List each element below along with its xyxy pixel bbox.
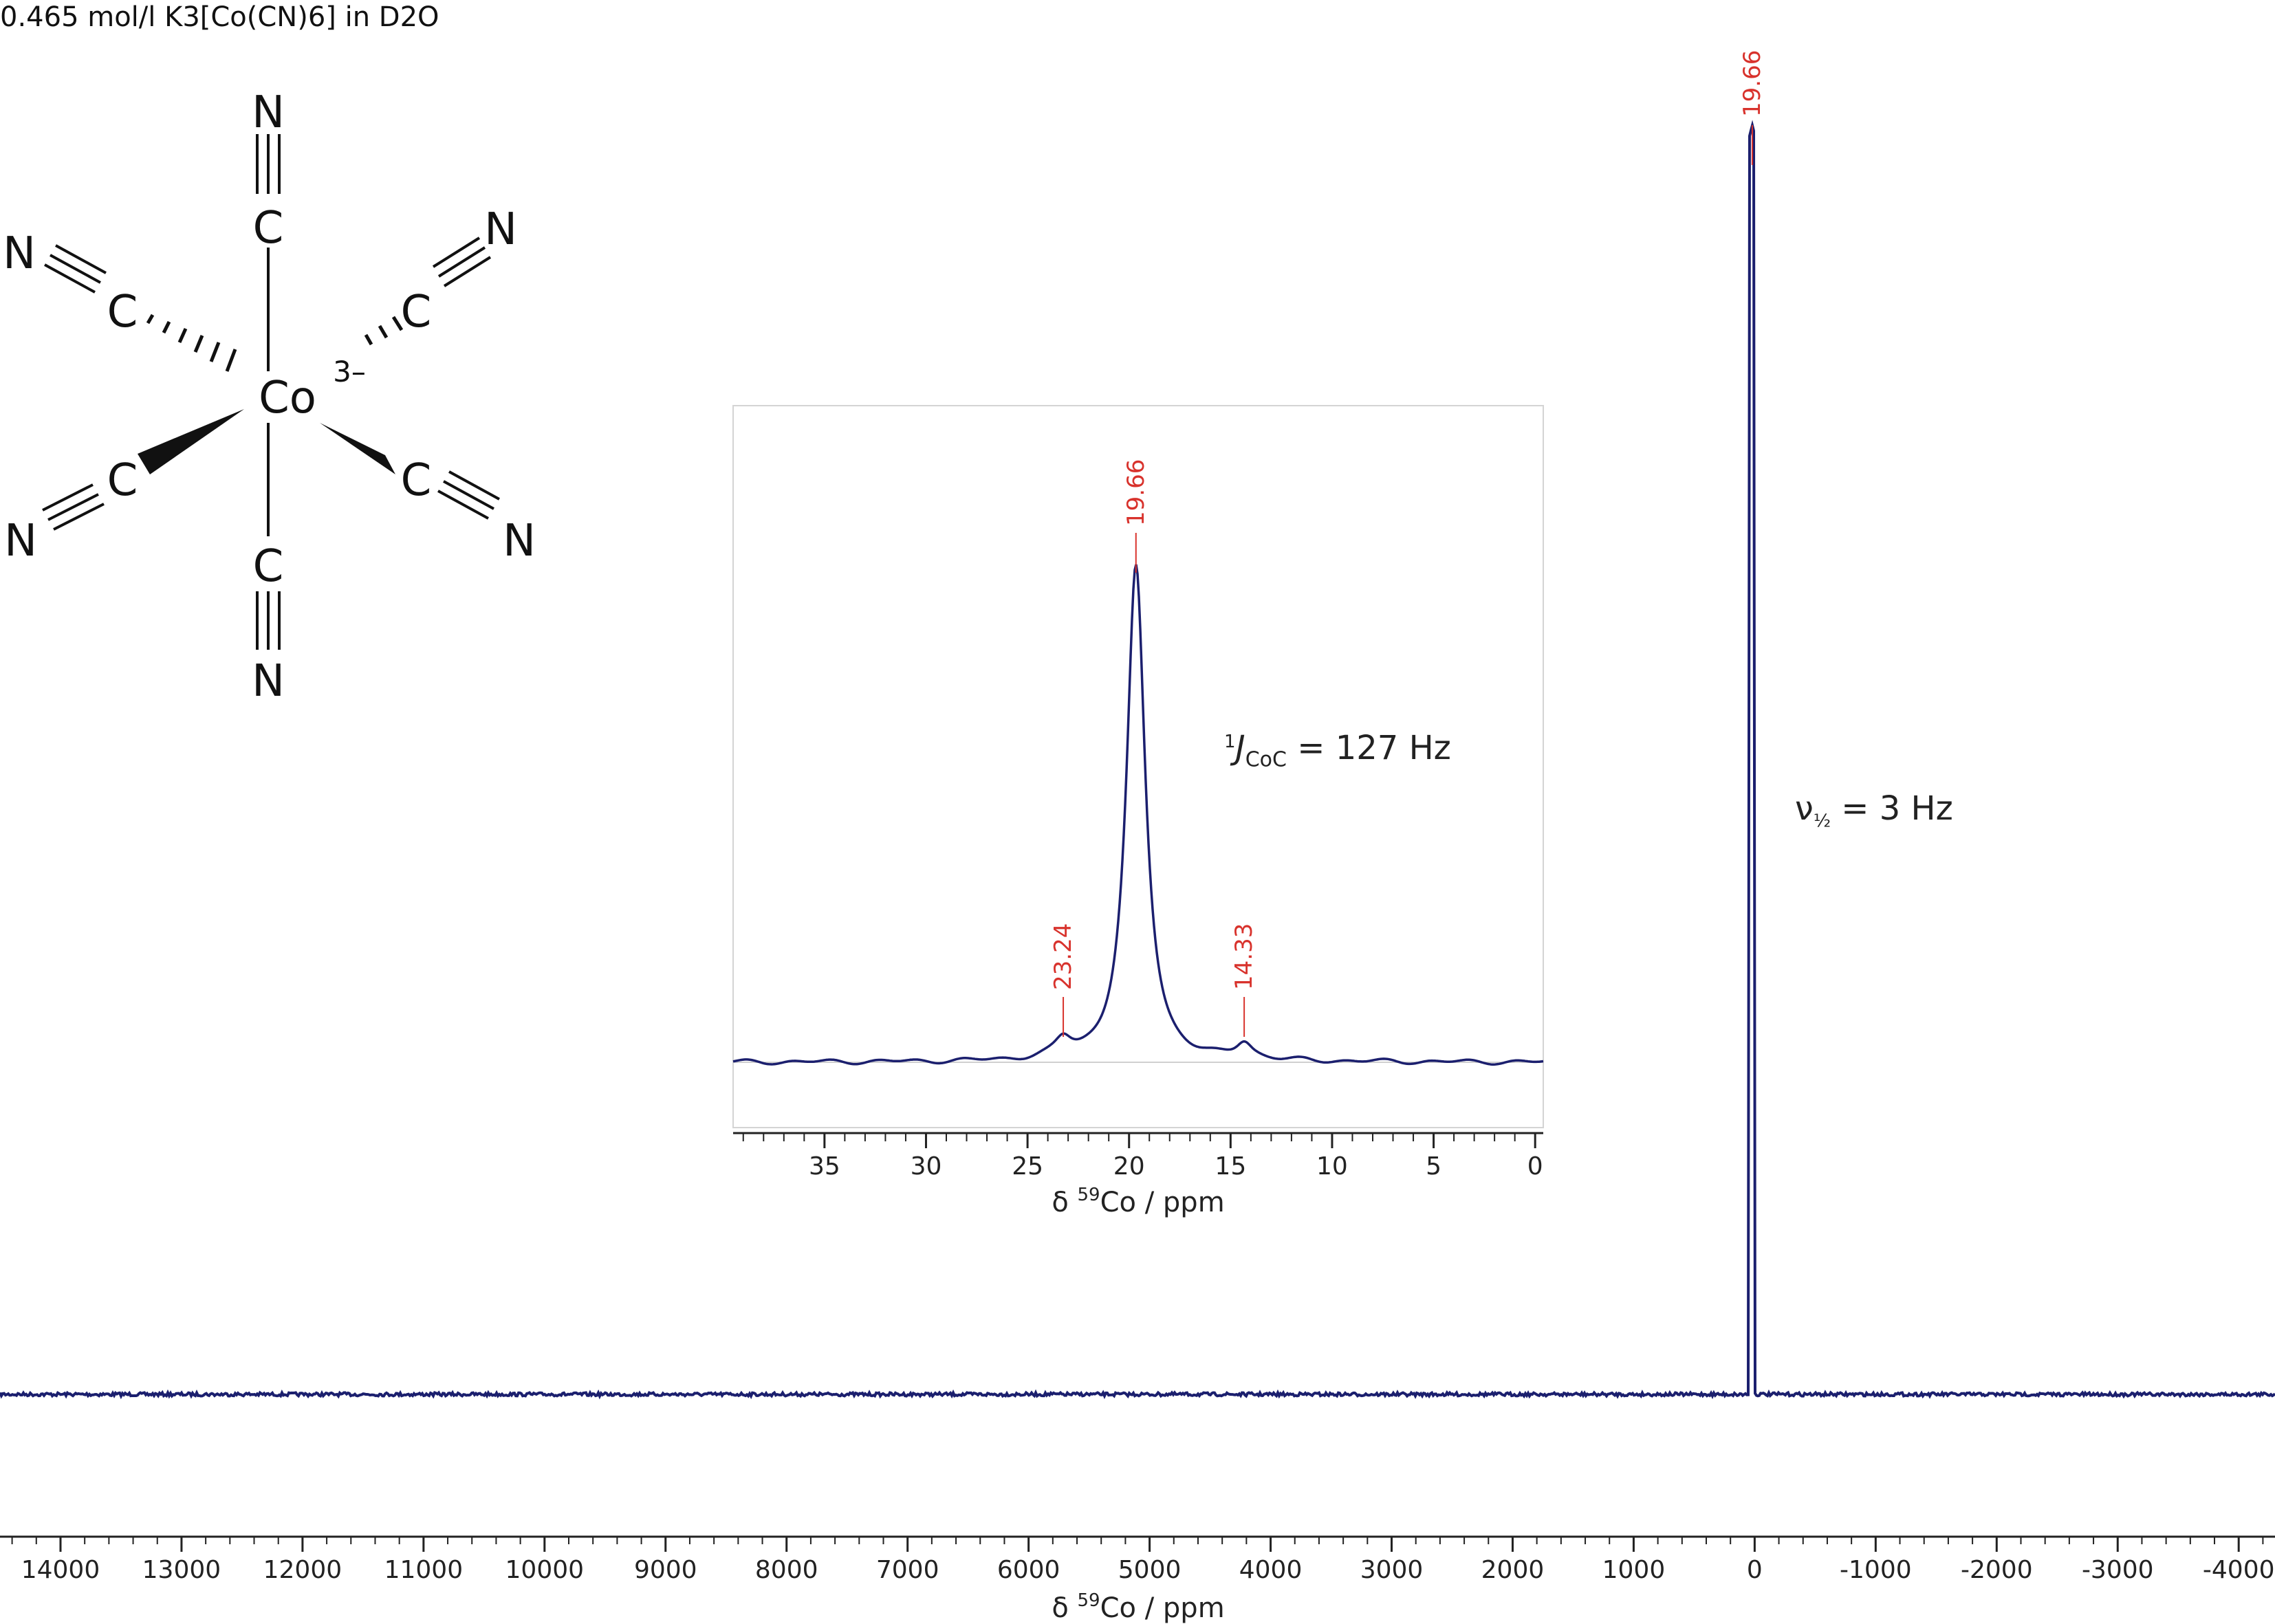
tick-label: 1000 — [1602, 1556, 1666, 1584]
tick-label: 20 — [1113, 1152, 1145, 1181]
atom-n-upper-right: N — [484, 204, 517, 255]
tick-label: 2000 — [1481, 1556, 1545, 1584]
coupling-value: = 127 Hz — [1286, 729, 1451, 767]
tick-label: 14000 — [21, 1556, 100, 1584]
tick-label: 4000 — [1239, 1556, 1303, 1584]
linewidth-annotation: ν½ = 3 Hz — [1795, 789, 1953, 832]
tick-label: 5000 — [1118, 1556, 1182, 1584]
charge-label: 3– — [333, 355, 366, 388]
coupling-annotation: 1JCoC = 127 Hz — [1224, 729, 1451, 772]
atom-c-upper-right: C — [401, 287, 432, 338]
tick-label: 10000 — [505, 1556, 585, 1584]
tick-label: 30 — [911, 1152, 942, 1181]
peak-label: 14.33 — [1230, 923, 1258, 990]
main-peak-labels: 19.66 — [1739, 50, 1766, 165]
tick-label: 15 — [1215, 1152, 1246, 1181]
coupling-j: J — [1235, 729, 1245, 767]
chart-title: 0.465 mol/l K3[Co(CN)6] in D2O — [0, 1, 439, 33]
inset-frame — [732, 405, 1544, 1128]
inset-x-axis: 35 30 25 20 15 10 5 0 — [733, 1132, 1543, 1181]
annotation-value: = 3 Hz — [1831, 789, 1953, 828]
tick-label: -3000 — [2082, 1556, 2154, 1584]
atom-c-top: C — [253, 203, 284, 254]
atom-n-top: N — [252, 87, 285, 138]
atom-n-lower-left: N — [4, 516, 37, 567]
tick-label: 0 — [1527, 1152, 1543, 1181]
tick-label: 6000 — [997, 1556, 1060, 1584]
atom-n-bottom: N — [252, 656, 285, 707]
tick-label: 35 — [809, 1152, 840, 1181]
inset-spectrum-line — [732, 564, 1544, 1066]
atom-co-center: Co — [259, 373, 316, 424]
atom-n-upper-left: N — [3, 228, 36, 279]
atom-c-lower-left: C — [107, 455, 138, 506]
tick-label: 3000 — [1360, 1556, 1424, 1584]
tick-label: -4000 — [2203, 1556, 2275, 1584]
tick-label: 25 — [1012, 1152, 1043, 1181]
peak-label: 19.66 — [1739, 50, 1766, 117]
atom-n-lower-right: N — [503, 516, 536, 567]
annotation-nu: ν — [1795, 789, 1814, 828]
tick-label: 5 — [1426, 1152, 1441, 1181]
atom-c-lower-right: C — [401, 455, 432, 506]
atom-c-upper-left: C — [107, 287, 138, 338]
tick-label: 0 — [1747, 1556, 1763, 1584]
coupling-nuclei: CoC — [1245, 747, 1287, 772]
coupling-order: 1 — [1224, 732, 1236, 752]
tick-label: -1000 — [1840, 1556, 1912, 1584]
atom-c-bottom: C — [253, 541, 284, 592]
main-x-axis: 14000 13000 12000 11000 10000 9000 8000 7000 600… — [0, 1535, 2275, 1584]
peak-label: 19.66 — [1122, 459, 1150, 526]
main-spectrum-line — [0, 120, 2275, 1400]
annotation-half: ½ — [1813, 811, 1831, 832]
inset-peak-labels: 23.24 19.66 14.33 — [1049, 459, 1258, 1037]
tick-label: 10 — [1316, 1152, 1348, 1181]
peak-label: 23.24 — [1049, 923, 1077, 990]
main-x-axis-label: δ 59Co / ppm — [1052, 1590, 1224, 1624]
cobalt-hexacyanide-structure: N C C N N C C N C N C N Co 3– — [3, 87, 536, 707]
tick-label: -2000 — [1961, 1556, 2033, 1584]
tick-label: 7000 — [876, 1556, 939, 1584]
tick-label: 8000 — [755, 1556, 818, 1584]
tick-label: 13000 — [142, 1556, 221, 1584]
tick-label: 9000 — [634, 1556, 697, 1584]
inset-x-axis-label: δ 59Co / ppm — [1052, 1185, 1224, 1218]
tick-label: 12000 — [263, 1556, 342, 1584]
tick-label: 11000 — [384, 1556, 464, 1584]
